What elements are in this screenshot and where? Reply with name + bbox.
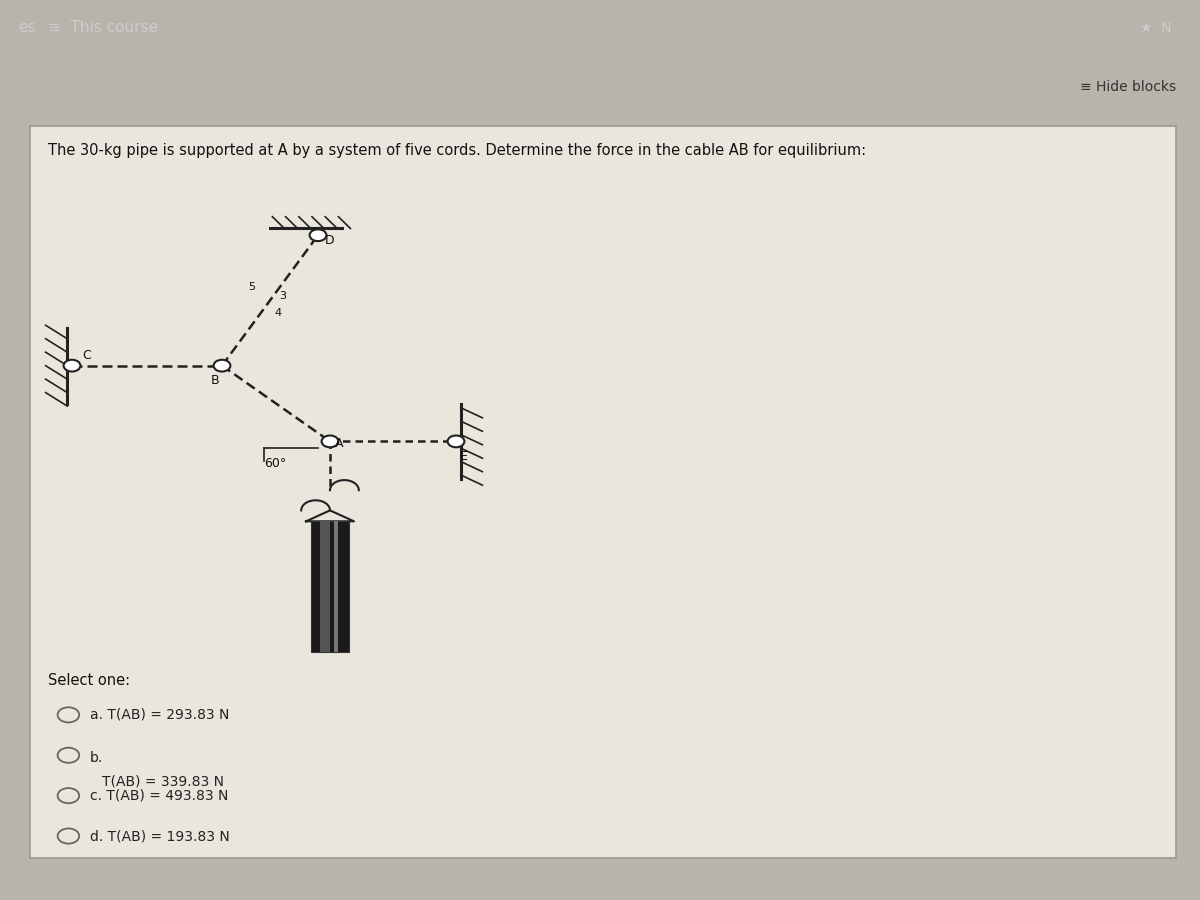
Text: ≡ Hide blocks: ≡ Hide blocks [1080, 79, 1176, 94]
Text: c. T(AB) = 493.83 N: c. T(AB) = 493.83 N [90, 788, 228, 803]
Text: 4: 4 [275, 308, 282, 318]
Text: The 30-kg pipe is supported at A by a system of five cords. Determine the force : The 30-kg pipe is supported at A by a sy… [48, 142, 866, 157]
Circle shape [64, 360, 80, 372]
Bar [311, 521, 349, 652]
Bar [334, 521, 338, 652]
Text: C: C [82, 349, 91, 362]
Text: b.: b. [90, 752, 103, 765]
Text: Select one:: Select one: [48, 673, 130, 688]
Text: 60°: 60° [264, 456, 287, 470]
Text: ★  N: ★ N [1140, 21, 1171, 35]
Text: a. T(AB) = 293.83 N: a. T(AB) = 293.83 N [90, 708, 229, 722]
Text: D: D [325, 234, 335, 247]
Text: E: E [460, 450, 467, 463]
Circle shape [322, 436, 338, 447]
Text: d. T(AB) = 193.83 N: d. T(AB) = 193.83 N [90, 829, 229, 843]
Text: B: B [210, 374, 220, 387]
Circle shape [448, 436, 464, 447]
Text: 3: 3 [280, 291, 287, 301]
Text: T(AB) = 339.83 N: T(AB) = 339.83 N [102, 775, 224, 788]
Circle shape [214, 360, 230, 372]
Text: A: A [335, 436, 344, 450]
Text: ≡  This course: ≡ This course [48, 20, 158, 35]
Bar [320, 521, 330, 652]
FancyBboxPatch shape [30, 126, 1176, 858]
Text: 5: 5 [248, 283, 256, 293]
Circle shape [310, 230, 326, 241]
Text: es: es [18, 20, 36, 35]
